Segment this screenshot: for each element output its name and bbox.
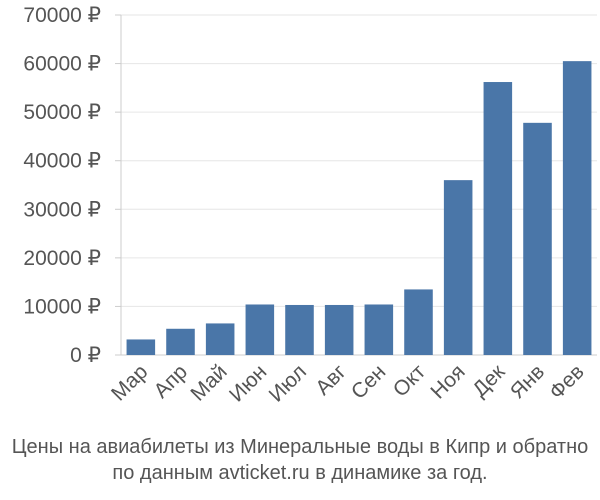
- x-tick-label: Сен: [347, 360, 390, 403]
- bar: [285, 304, 314, 355]
- x-tick-label: Апр: [150, 360, 192, 402]
- x-tick-label: Янв: [506, 360, 549, 403]
- bar: [205, 323, 235, 355]
- chart-caption-line-1: Цены на авиабилеты из Минеральные воды в…: [11, 436, 589, 458]
- x-tick-label: Фев: [545, 360, 589, 404]
- bar-chart: 0 ₽ 10000 ₽ 20000 ₽ 30000 ₽ 40000 ₽ 50000 ₽ 60…: [23, 4, 597, 407]
- axes: [115, 14, 597, 356]
- bars: [126, 61, 592, 356]
- bar: [562, 61, 592, 356]
- bar: [324, 304, 354, 355]
- y-tick-label: 0 ₽: [70, 344, 101, 367]
- x-tick-label: Июл: [265, 360, 311, 406]
- x-tick-label: Май: [186, 360, 231, 405]
- chart-caption-line-2: по данным avticket.ru в динамике за год.: [112, 462, 488, 484]
- bar: [245, 304, 275, 355]
- bar: [166, 328, 195, 355]
- y-tick-label: 50000 ₽: [23, 101, 101, 124]
- y-tick-label: 10000 ₽: [23, 295, 101, 318]
- x-tick-label: Июн: [225, 360, 271, 406]
- x-tick-label: Авг: [311, 360, 351, 400]
- y-tick-label: 60000 ₽: [23, 53, 101, 76]
- bar: [523, 122, 552, 355]
- y-tick-label: 20000 ₽: [23, 247, 101, 270]
- x-tick-label: Мар: [107, 360, 152, 405]
- gridlines: [121, 14, 597, 356]
- bar: [126, 339, 156, 355]
- y-tick-label: 30000 ₽: [23, 198, 101, 221]
- bar: [443, 180, 473, 355]
- x-tick-label: Ноя: [426, 360, 469, 403]
- y-tick-label: 40000 ₽: [23, 150, 101, 173]
- y-tick-label: 70000 ₽: [23, 4, 101, 27]
- bar: [364, 304, 394, 355]
- y-tick-labels: 0 ₽ 10000 ₽ 20000 ₽ 30000 ₽ 40000 ₽ 50000 ₽ 60…: [23, 4, 101, 367]
- x-tick-label: Дек: [468, 360, 510, 402]
- bar: [483, 82, 513, 356]
- x-tick-label: Окт: [389, 360, 431, 402]
- bar: [404, 289, 433, 355]
